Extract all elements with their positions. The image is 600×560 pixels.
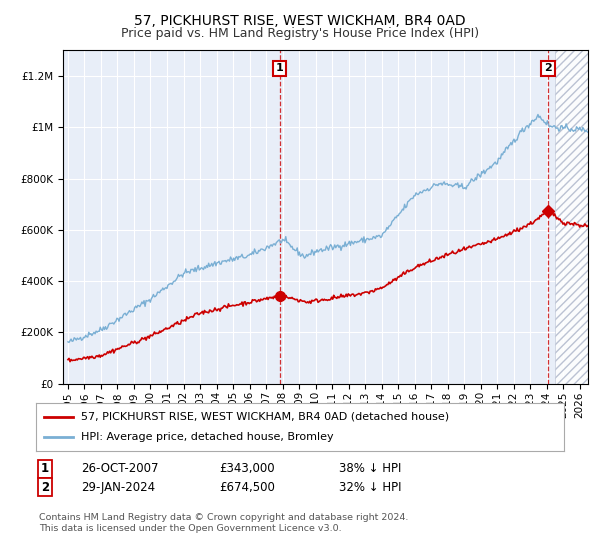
Text: 2: 2 <box>544 63 552 73</box>
Text: 26-OCT-2007: 26-OCT-2007 <box>81 462 158 475</box>
Text: HPI: Average price, detached house, Bromley: HPI: Average price, detached house, Brom… <box>81 432 334 442</box>
Text: 1: 1 <box>41 462 49 475</box>
Text: 2: 2 <box>41 480 49 494</box>
Text: 32% ↓ HPI: 32% ↓ HPI <box>339 480 401 494</box>
Text: This data is licensed under the Open Government Licence v3.0.: This data is licensed under the Open Gov… <box>39 524 341 533</box>
Text: 38% ↓ HPI: 38% ↓ HPI <box>339 462 401 475</box>
Text: 29-JAN-2024: 29-JAN-2024 <box>81 480 155 494</box>
Text: 57, PICKHURST RISE, WEST WICKHAM, BR4 0AD (detached house): 57, PICKHURST RISE, WEST WICKHAM, BR4 0A… <box>81 412 449 422</box>
Text: Price paid vs. HM Land Registry's House Price Index (HPI): Price paid vs. HM Land Registry's House … <box>121 27 479 40</box>
Text: £343,000: £343,000 <box>219 462 275 475</box>
Text: Contains HM Land Registry data © Crown copyright and database right 2024.: Contains HM Land Registry data © Crown c… <box>39 513 409 522</box>
Text: 1: 1 <box>276 63 283 73</box>
Text: £674,500: £674,500 <box>219 480 275 494</box>
Text: 57, PICKHURST RISE, WEST WICKHAM, BR4 0AD: 57, PICKHURST RISE, WEST WICKHAM, BR4 0A… <box>134 14 466 28</box>
